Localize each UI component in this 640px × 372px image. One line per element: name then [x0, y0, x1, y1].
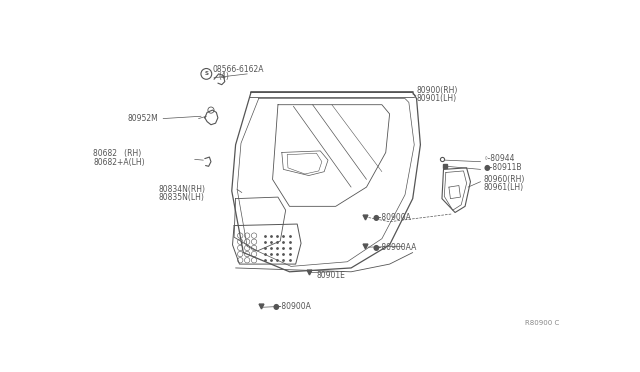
Text: 80901E: 80901E [316, 271, 346, 280]
Text: ●-80900A: ●-80900A [372, 214, 412, 222]
Text: 80900(RH): 80900(RH) [417, 86, 458, 95]
Text: ●-80900A: ●-80900A [273, 302, 312, 311]
Text: 80961(LH): 80961(LH) [484, 183, 524, 192]
Text: 80682   (RH): 80682 (RH) [93, 150, 141, 158]
Text: ●-80911B: ●-80911B [484, 163, 522, 172]
Text: R80900 C: R80900 C [525, 320, 559, 326]
Text: 80682+A(LH): 80682+A(LH) [93, 158, 145, 167]
Text: 80901(LH): 80901(LH) [417, 94, 457, 103]
Text: 80952M: 80952M [128, 114, 159, 123]
Text: S: S [204, 71, 209, 76]
Text: ●-80900AA: ●-80900AA [372, 243, 417, 251]
Text: ◦-80944: ◦-80944 [484, 154, 515, 163]
Text: 80835N(LH): 80835N(LH) [159, 193, 204, 202]
Text: 80834N(RH): 80834N(RH) [159, 185, 205, 194]
Text: 80960(RH): 80960(RH) [484, 175, 525, 184]
Text: (4): (4) [219, 73, 230, 81]
Text: 08566-6162A: 08566-6162A [212, 65, 264, 74]
